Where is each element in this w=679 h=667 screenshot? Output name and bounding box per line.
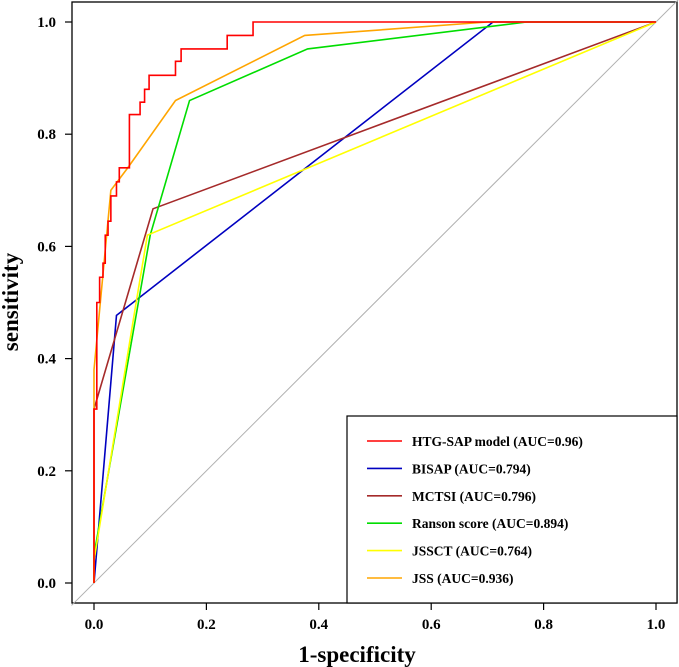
y-tick-label: 0.4 — [37, 352, 56, 368]
legend-label: MCTSI (AUC=0.796) — [412, 489, 536, 504]
x-tick-label: 0.8 — [534, 617, 553, 633]
x-tick-label: 1.0 — [647, 617, 666, 633]
x-tick-label: 0.0 — [85, 617, 104, 633]
y-tick-label: 0.8 — [37, 127, 56, 143]
reference-diagonal-line — [71, 0, 679, 606]
legend-label: HTG-SAP model (AUC=0.96) — [412, 434, 583, 449]
x-tick-label: 0.4 — [309, 617, 328, 633]
x-axis-title: 1-specificity — [298, 642, 416, 667]
legend: HTG-SAP model (AUC=0.96) BISAP (AUC=0.794… — [346, 415, 678, 604]
legend-label: Ranson score (AUC=0.894) — [412, 516, 568, 531]
legend-label: JSS (AUC=0.936) — [412, 571, 513, 586]
y-tick-label: 0.2 — [37, 464, 56, 480]
y-tick-label: 0.6 — [37, 239, 56, 255]
legend-label: JSSCT (AUC=0.764) — [412, 544, 532, 559]
legend-items: HTG-SAP model (AUC=0.96) BISAP (AUC=0.794… — [367, 434, 583, 586]
x-tick-label: 0.2 — [197, 617, 216, 633]
reference-line-layer — [71, 0, 679, 606]
series-layer — [93, 21, 657, 584]
legend-label: BISAP (AUC=0.794) — [412, 461, 531, 476]
legend-box — [346, 415, 678, 604]
series-line-htg-sap-model — [93, 21, 656, 583]
y-axis-title: sensitivity — [0, 252, 23, 351]
x-axis: 0.0 0.2 0.4 0.6 0.8 1.0 — [85, 603, 666, 633]
y-tick-label: 1.0 — [37, 15, 56, 31]
x-tick-label: 0.6 — [422, 617, 441, 633]
y-tick-label: 0.0 — [37, 576, 56, 592]
y-axis: 0.0 0.2 0.4 0.6 0.8 1.0 — [37, 15, 72, 592]
